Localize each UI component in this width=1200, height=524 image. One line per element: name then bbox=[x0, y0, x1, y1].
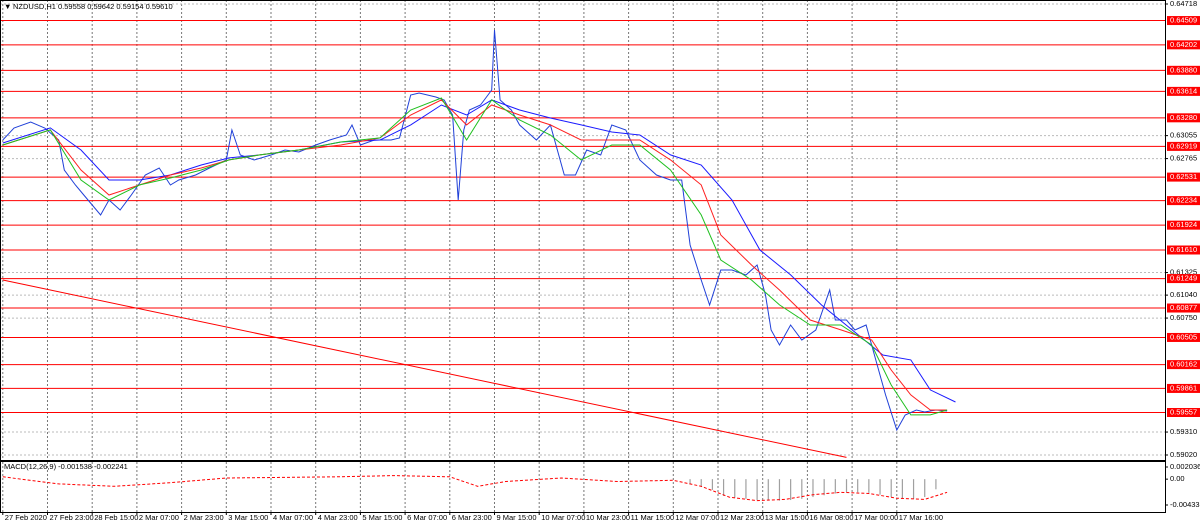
x-tick-label: 10 Mar 07:00 bbox=[541, 513, 585, 522]
level-label: 0.63280 bbox=[1170, 113, 1197, 122]
x-tick-label: 6 Mar 23:00 bbox=[452, 513, 492, 522]
y-tick-label: 0.61040 bbox=[1170, 290, 1197, 299]
main-pane-border bbox=[0, 0, 1166, 461]
x-tick-label: 9 Mar 15:00 bbox=[496, 513, 536, 522]
level-label: 0.60162 bbox=[1170, 360, 1197, 369]
collapse-icon[interactable]: ▼ bbox=[4, 2, 11, 11]
macd-bar bbox=[745, 479, 747, 499]
x-tick-label: 4 Mar 07:00 bbox=[273, 513, 313, 522]
x-tick-label: 12 Mar 23:00 bbox=[720, 513, 764, 522]
y-tick-label: 0.62765 bbox=[1170, 154, 1197, 163]
y-tick-label: 0.59020 bbox=[1170, 450, 1197, 459]
x-tick-label: 4 Mar 23:00 bbox=[318, 513, 358, 522]
level-label: 0.62234 bbox=[1170, 196, 1197, 205]
level-label-box bbox=[1167, 220, 1200, 230]
level-label: 0.63880 bbox=[1170, 65, 1197, 74]
level-label-box bbox=[1167, 40, 1200, 50]
y-tick-label: 0.63055 bbox=[1170, 131, 1197, 140]
x-tick-label: 17 Mar 00:00 bbox=[854, 513, 898, 522]
macd-bar bbox=[901, 479, 903, 499]
level-label-box bbox=[1167, 303, 1200, 313]
level-label-box bbox=[1167, 332, 1200, 342]
macd-bar bbox=[812, 479, 814, 498]
macd-bar bbox=[711, 479, 714, 490]
level-label: 0.64202 bbox=[1170, 40, 1197, 49]
y-tick-label: 0.60750 bbox=[1170, 313, 1197, 322]
macd-title: MACD(12,26,9) -0.001538 -0.002241 bbox=[4, 462, 128, 471]
level-label-box bbox=[1167, 407, 1200, 417]
x-tick-label: 27 Feb 2020 bbox=[5, 513, 47, 522]
level-label: 0.62531 bbox=[1170, 172, 1197, 181]
level-label-box bbox=[1167, 274, 1200, 284]
macd-bar bbox=[689, 479, 691, 485]
level-label: 0.59557 bbox=[1170, 407, 1197, 416]
macd-pane-border bbox=[0, 461, 1166, 513]
level-label: 0.61249 bbox=[1170, 274, 1197, 283]
y-tick-label: 0.00 bbox=[1170, 474, 1185, 483]
x-tick-label: 2 Mar 07:00 bbox=[139, 513, 179, 522]
x-tick-label: 16 Mar 08:00 bbox=[809, 513, 853, 522]
macd-bar bbox=[778, 479, 781, 501]
trendline bbox=[2, 279, 847, 458]
macd-bar bbox=[767, 479, 769, 501]
level-label: 0.63614 bbox=[1170, 86, 1197, 95]
y-tick-label: -0.004332 bbox=[1170, 500, 1200, 509]
macd-bar bbox=[868, 479, 870, 493]
level-label-box bbox=[1167, 383, 1200, 393]
x-tick-label: 2 Mar 23:00 bbox=[184, 513, 224, 522]
macd-bar bbox=[834, 479, 836, 494]
x-tick-label: 5 Mar 15:00 bbox=[362, 513, 402, 522]
level-label-box bbox=[1167, 113, 1200, 123]
level-label: 0.60877 bbox=[1170, 303, 1197, 312]
x-tick-label: 10 Mar 23:00 bbox=[586, 513, 630, 522]
level-label-box bbox=[1167, 86, 1200, 96]
level-label: 0.60505 bbox=[1170, 332, 1197, 341]
level-label-box bbox=[1167, 172, 1200, 182]
x-tick-label: 6 Mar 07:00 bbox=[407, 513, 447, 522]
level-label-box bbox=[1167, 65, 1200, 75]
macd-bar bbox=[935, 479, 937, 490]
x-tick-label: 13 Mar 15:00 bbox=[765, 513, 809, 522]
macd-bar bbox=[823, 479, 825, 496]
macd-bar bbox=[857, 479, 859, 493]
x-tick-label: 12 Mar 07:00 bbox=[675, 513, 719, 522]
y-tick-label: 0.59310 bbox=[1170, 427, 1197, 436]
macd-bar bbox=[924, 479, 926, 498]
price-line bbox=[2, 29, 948, 432]
x-tick-label: 17 Mar 16:00 bbox=[899, 513, 943, 522]
macd-bar bbox=[756, 479, 758, 501]
moving-average bbox=[2, 97, 948, 416]
level-label: 0.62919 bbox=[1170, 141, 1197, 150]
x-tick-label: 27 Feb 23:00 bbox=[49, 513, 93, 522]
y-tick-label: 0.002036 bbox=[1170, 462, 1200, 471]
y-tick-label: 0.61325 bbox=[1170, 268, 1197, 277]
macd-bar bbox=[700, 479, 702, 487]
macd-bar bbox=[890, 479, 892, 498]
level-label-box bbox=[1167, 245, 1200, 255]
level-label-box bbox=[1167, 141, 1200, 151]
macd-bar bbox=[790, 479, 792, 501]
x-tick-label: 3 Mar 15:00 bbox=[228, 513, 268, 522]
macd-bar bbox=[734, 479, 736, 498]
macd-bar bbox=[912, 479, 915, 499]
level-label: 0.64509 bbox=[1170, 16, 1197, 25]
level-label: 0.59861 bbox=[1170, 383, 1197, 392]
macd-bar bbox=[722, 479, 725, 496]
macd-bar bbox=[879, 479, 881, 495]
level-label-box bbox=[1167, 196, 1200, 206]
x-tick-label: 28 Feb 15:00 bbox=[94, 513, 138, 522]
level-label: 0.61610 bbox=[1170, 245, 1197, 254]
level-label-box bbox=[1167, 16, 1200, 26]
x-tick-label: 11 Mar 15:00 bbox=[631, 513, 675, 522]
macd-bar bbox=[801, 479, 803, 499]
moving-average bbox=[2, 99, 948, 411]
level-label: 0.61924 bbox=[1170, 220, 1197, 229]
chart-title: NZDUSD,H1 0.59558 0.59642 0.59154 0.5961… bbox=[13, 2, 173, 11]
y-tick-label: 0.64718 bbox=[1170, 0, 1197, 8]
macd-bar bbox=[845, 479, 848, 493]
level-label-box bbox=[1167, 360, 1200, 370]
